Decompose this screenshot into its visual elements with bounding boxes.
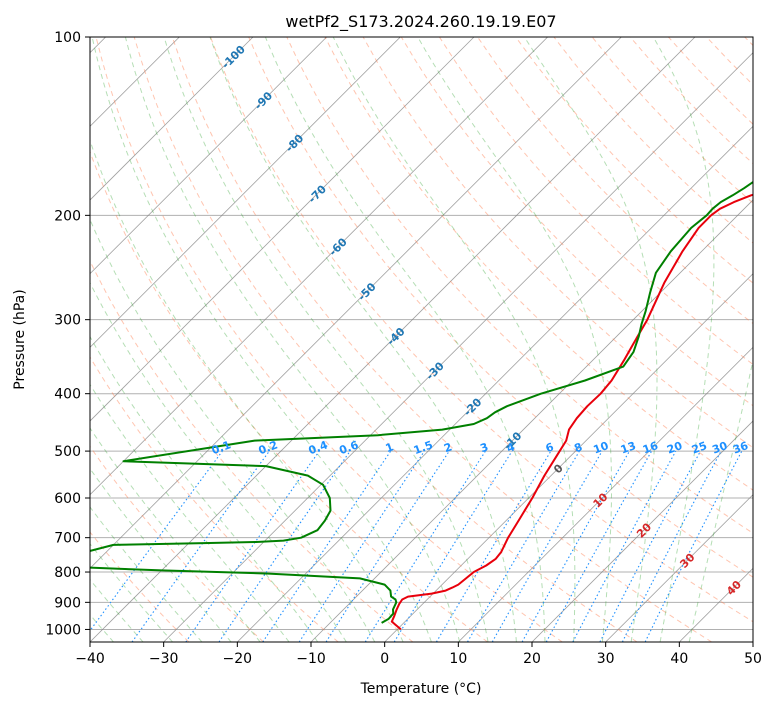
- x-tick-label: −20: [223, 651, 253, 667]
- y-tick-label: 700: [54, 531, 81, 547]
- y-tick-label: 500: [54, 444, 81, 460]
- x-axis-label: Temperature (°C): [360, 681, 482, 697]
- y-tick-label: 100: [54, 30, 81, 46]
- x-tick-label: −40: [75, 651, 105, 667]
- y-tick-label: 200: [54, 208, 81, 224]
- y-tick-label: 300: [54, 313, 81, 329]
- y-tick-label: 400: [54, 387, 81, 403]
- x-tick-label: 50: [744, 651, 762, 667]
- x-tick-label: −30: [149, 651, 179, 667]
- y-tick-label: 1000: [45, 622, 81, 638]
- x-tick-label: 40: [670, 651, 688, 667]
- y-tick-label: 900: [54, 595, 81, 611]
- x-tick-label: 0: [380, 651, 389, 667]
- y-tick-label: 800: [54, 565, 81, 581]
- x-tick-label: 30: [597, 651, 615, 667]
- y-tick-label: 600: [54, 491, 81, 507]
- y-axis-label: Pressure (hPa): [12, 289, 28, 389]
- x-tick-label: 10: [449, 651, 467, 667]
- x-tick-label: 20: [523, 651, 541, 667]
- x-tick-label: −10: [296, 651, 326, 667]
- chart-title: wetPf2_S173.2024.260.19.19.E07: [285, 12, 556, 32]
